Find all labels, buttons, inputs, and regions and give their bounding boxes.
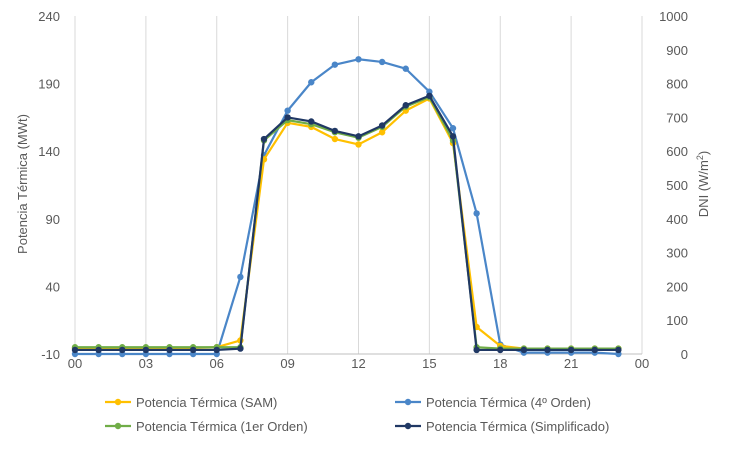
y-axis-right-title-suffix: ) xyxy=(696,151,711,155)
legend-marker xyxy=(404,398,412,406)
data-point xyxy=(119,346,126,354)
data-point xyxy=(378,129,386,136)
data-point xyxy=(166,346,173,354)
data-point xyxy=(355,56,362,63)
y-left-tick-label: 240 xyxy=(38,9,60,24)
legend-item: Potencia Térmica (1er Orden) xyxy=(105,419,308,434)
legend-label: Potencia Térmica (1er Orden) xyxy=(136,419,308,434)
data-point xyxy=(473,346,480,354)
data-point xyxy=(284,114,291,121)
data-point xyxy=(355,133,362,140)
data-point xyxy=(378,58,386,66)
x-tick-label: 00 xyxy=(635,356,649,371)
y-right-tick-label: 100 xyxy=(666,313,688,328)
x-tick-label: 00 xyxy=(68,356,82,371)
legend-label: Potencia Térmica (Simplificado) xyxy=(426,419,609,434)
data-point xyxy=(402,65,409,72)
series-lines xyxy=(71,56,622,358)
y-right-tick-label: 600 xyxy=(666,144,688,159)
legend-label: Potencia Térmica (SAM) xyxy=(136,395,277,410)
legend-item: Potencia Térmica (Simplificado) xyxy=(395,419,609,434)
x-tick-label: 03 xyxy=(139,356,153,371)
data-point xyxy=(449,133,457,140)
data-point xyxy=(308,79,315,86)
data-point xyxy=(331,127,339,135)
data-point xyxy=(544,346,551,354)
y-axis-left-title: Potencia Térmica (MWt) xyxy=(15,114,30,254)
y-right-tick-label: 900 xyxy=(666,43,688,58)
y-left-tick-label: 90 xyxy=(46,212,60,227)
data-point xyxy=(378,122,386,129)
y-right-tick-label: 800 xyxy=(666,77,688,92)
y-right-tick-label: 500 xyxy=(666,178,688,193)
series-line xyxy=(75,96,619,350)
data-point xyxy=(237,345,244,352)
data-point xyxy=(237,273,244,281)
tick-labels: 00 03 06 09 12 15 18 21 002401901409040-10100090… xyxy=(38,9,688,371)
data-point xyxy=(497,346,504,354)
data-point xyxy=(331,135,339,143)
series-line xyxy=(75,58,619,356)
y-right-tick-label: 300 xyxy=(666,246,688,261)
data-point xyxy=(331,61,339,68)
y-axis-right-title-sup: 2 xyxy=(695,155,705,160)
x-tick-label: 21 xyxy=(564,356,578,371)
y-right-tick-label: 400 xyxy=(666,212,688,227)
y-axis-right-title-prefix: DNI (W/m xyxy=(696,160,711,217)
data-point xyxy=(615,346,622,354)
data-point xyxy=(71,346,79,354)
x-tick-label: 12 xyxy=(351,356,365,371)
x-tick-label: 15 xyxy=(422,356,436,371)
legend-item: Potencia Térmica (SAM) xyxy=(105,395,277,410)
data-point xyxy=(213,346,220,354)
y-left-tick-label: 140 xyxy=(38,144,60,159)
data-point xyxy=(520,346,528,354)
data-point xyxy=(189,346,197,354)
y-right-tick-label: 0 xyxy=(681,347,688,362)
legend-marker xyxy=(404,422,412,430)
data-point xyxy=(567,346,575,354)
data-point xyxy=(591,346,598,354)
data-point xyxy=(402,102,409,109)
data-point xyxy=(355,141,362,148)
y-right-tick-label: 1000 xyxy=(659,9,688,24)
x-tick-label: 18 xyxy=(493,356,507,371)
data-point xyxy=(426,92,433,99)
data-point xyxy=(473,210,480,217)
legend-marker xyxy=(114,422,122,430)
series-line xyxy=(75,94,619,352)
x-tick-label: 06 xyxy=(210,356,224,371)
data-point xyxy=(142,346,150,354)
legend: Potencia Térmica (SAM) Potencia Térmica (… xyxy=(105,395,609,434)
y-axis-right-title: DNI (W/m2) xyxy=(695,151,711,217)
y-right-tick-label: 200 xyxy=(666,279,688,294)
y-left-tick-label: -10 xyxy=(41,347,60,362)
legend-label: Potencia Térmica (4º Orden) xyxy=(426,395,591,410)
gridlines xyxy=(74,16,643,354)
data-point xyxy=(260,135,268,143)
data-point xyxy=(449,125,457,132)
data-point xyxy=(284,107,291,114)
y-right-tick-label: 700 xyxy=(666,110,688,125)
x-tick-label: 09 xyxy=(280,356,294,371)
legend-marker xyxy=(114,398,122,406)
y-left-tick-label: 190 xyxy=(38,77,60,92)
legend-item: Potencia Térmica (4º Orden) xyxy=(395,395,591,410)
data-point xyxy=(95,346,102,354)
data-point xyxy=(308,118,315,125)
y-left-tick-label: 40 xyxy=(46,279,60,294)
